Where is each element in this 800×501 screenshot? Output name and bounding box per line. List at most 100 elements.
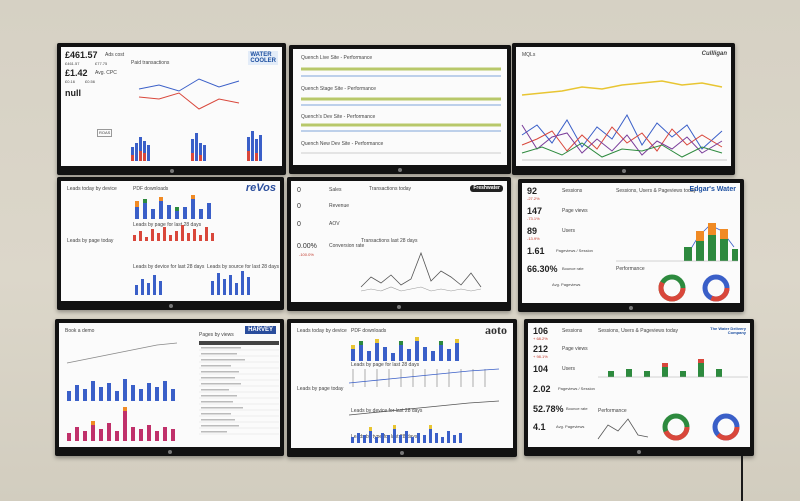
monitor-middle-center: 0 Sales 0 Revenue 0 AOV 0.00% Conversion…	[287, 177, 511, 311]
revos-logo: reVos	[245, 182, 276, 194]
monitor-bottom-right: 106 Sessions + 68.2% 212 Page views + 98…	[524, 319, 754, 456]
aov-value: 0	[297, 221, 301, 228]
ads-cost-value: £461.57	[65, 50, 98, 60]
ads-cost-sub1: £461.57	[65, 61, 80, 66]
transactions-line-chart	[360, 251, 482, 292]
users-value: 89	[527, 226, 538, 236]
monitor-logo	[397, 305, 401, 309]
aov-label: AOV	[329, 221, 340, 227]
pages-views-title: Pages by views	[199, 332, 234, 338]
harvey-logo: HARVEY	[245, 326, 276, 334]
leads-source-28-title: Leads by source for last 28 days	[207, 264, 279, 270]
book-demo-title: Book a demo	[65, 328, 95, 334]
pageviews-value: 147	[527, 206, 543, 216]
leads-device-28-title: Leads by device for last 28 days	[133, 264, 205, 270]
sessions-bar-chart	[616, 223, 738, 262]
monitor-logo	[621, 169, 626, 173]
leads-page-28-title: Leads by page for last 28 days	[351, 362, 420, 368]
dashboard-screen: £461.57 Ads cost £461.57 £77.75 £1.42 Av…	[61, 47, 282, 166]
dashboard-screen: MQLs Cullligan	[516, 47, 731, 166]
bounce-label: Bounce rate	[566, 406, 588, 411]
pageviews-delta: -73.1%	[527, 216, 540, 221]
water-cooler-logo: WATER COOLER	[248, 51, 278, 65]
users-label: Users	[562, 366, 576, 372]
ads-cost-sub2: £77.75	[95, 61, 108, 66]
dashboard-screen: Leads today by device PDF downloads Lead…	[291, 323, 513, 448]
leads-device-title: Leads today by device	[67, 186, 117, 192]
new-dev-site-title: Quench New Dev Site - Performance	[301, 141, 384, 147]
sessions-today-title: Sessions, Users & Pageviews today	[598, 328, 679, 334]
sessions-value: 106	[533, 326, 549, 336]
freshwater-logo: Freshwater	[470, 185, 503, 192]
bar-charts	[131, 131, 262, 161]
monitor-logo	[637, 450, 641, 454]
leads-page-today-title: Leads by page today	[67, 238, 114, 244]
performance-title: Performance	[616, 266, 645, 272]
users-label: Users	[562, 228, 576, 234]
pageviews-label: Page views	[562, 346, 588, 352]
sessions-value: 92	[527, 186, 538, 196]
cpc-sub2: £0.56	[85, 79, 96, 84]
performance-timelines	[301, 67, 501, 154]
sales-label: Sales	[329, 187, 342, 193]
bounce-label: Bounce rate	[562, 266, 584, 271]
pageviews-value: 212	[533, 344, 549, 354]
dashboard-screen: Book a demo Pages by views HARVEY	[59, 323, 280, 447]
ads-cost-label: Ads cost	[105, 52, 125, 58]
monitor-logo	[167, 450, 172, 454]
monitor-bottom-center: Leads today by device PDF downloads Lead…	[287, 319, 517, 457]
monitor-bottom-left: Book a demo Pages by views HARVEY	[55, 319, 284, 456]
null-value: null	[65, 88, 81, 98]
revenue-label: Revenue	[329, 203, 350, 209]
pageviews-delta: + 98.1%	[533, 354, 548, 359]
pageviews-label: Page views	[562, 208, 588, 214]
mqls-title: MQLs	[522, 52, 536, 58]
avg-pageviews-label: Avg. Pageviews	[556, 424, 585, 429]
aoto-logo: aoto	[485, 323, 507, 337]
monitor-top-left: £461.57 Ads cost £461.57 £77.75 £1.42 Av…	[57, 43, 286, 175]
live-site-title: Quench Live Site - Performance	[301, 55, 373, 61]
bounce-value: 66.30%	[527, 264, 558, 274]
monitor-top-center: Quench Live Site - Performance Quench St…	[289, 45, 511, 174]
sessions-delta: -27.2%	[527, 196, 540, 201]
performance-donuts	[658, 274, 730, 302]
paid-transactions-title: Paid transactions	[131, 60, 170, 66]
monitor-middle-right: 92 Sessions -27.2% 147 Page views -73.1%…	[518, 179, 744, 312]
mql-multi-line-chart	[521, 80, 727, 161]
pps-label: Pageviews / Session	[558, 386, 595, 391]
aoto-lead-charts	[348, 337, 500, 443]
sessions-label: Sessions	[562, 328, 583, 334]
performance-donuts	[662, 413, 740, 441]
culligan-logo: Cullligan	[701, 51, 727, 57]
leads-type-28-title: Leads by type for last 28 days	[351, 434, 418, 440]
sessions-today-title: Sessions, Users & Pageviews today	[616, 188, 697, 194]
conversion-value: 0.00%	[297, 243, 317, 250]
users-delta: -13.9%	[527, 236, 540, 241]
pps-value: 2.02	[533, 384, 551, 394]
dashboard-screen: Quench Live Site - Performance Quench St…	[293, 49, 507, 165]
avg-pageviews-value: 4.1	[533, 422, 546, 432]
sales-value: 0	[297, 187, 301, 194]
bounce-value: 52.78%	[533, 404, 564, 414]
cpc-label: Avg. CPC	[95, 70, 117, 76]
dashboard-screen: Leads today by device PDF downloads Lead…	[61, 181, 280, 301]
leads-device-title: Leads today by device	[297, 328, 347, 334]
sessions-label: Sessions	[562, 188, 583, 194]
sessions-bar-chart	[598, 359, 748, 378]
monitor-logo	[629, 306, 633, 310]
monitor-middle-left: Leads today by device PDF downloads Lead…	[57, 177, 284, 310]
dashboard-screen: 106 Sessions + 68.2% 212 Page views + 98…	[528, 323, 750, 447]
monitor-logo	[168, 304, 173, 308]
power-cable	[741, 456, 743, 501]
water-delivery-logo: The Water Delivery Company	[710, 326, 746, 335]
sessions-delta: + 68.2%	[533, 336, 548, 341]
transactions-today-title: Transactions today	[369, 186, 412, 192]
pdf-downloads-title: PDF downloads	[351, 328, 387, 334]
dashboard-screen: 92 Sessions -27.2% 147 Page views -73.1%…	[522, 183, 740, 303]
monitor-logo	[169, 169, 174, 173]
performance-line	[597, 418, 649, 440]
monitor-logo	[400, 451, 404, 455]
leads-page-today-title: Leads by page today	[297, 386, 344, 392]
transactions-28-title: Transactions last 28 days	[361, 238, 418, 244]
monitor-logo	[398, 168, 402, 172]
